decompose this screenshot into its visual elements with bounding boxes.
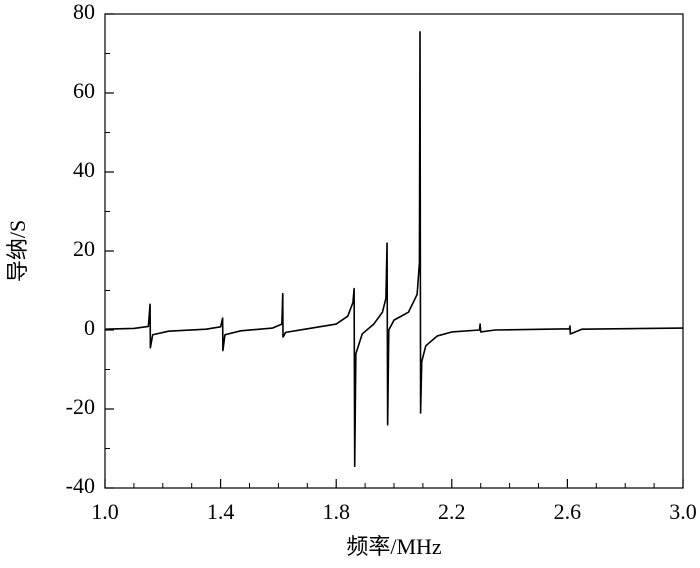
y-tick-label: 0: [84, 315, 95, 340]
x-tick-label: 2.6: [554, 499, 582, 524]
y-axis-title: 导纳/S: [5, 220, 30, 282]
y-tick-label: -40: [66, 473, 95, 498]
x-tick-label: 1.4: [207, 499, 235, 524]
data-line: [104, 30, 684, 468]
x-tick-label: 1.8: [322, 499, 350, 524]
x-axis-title: 频率/MHz: [346, 534, 442, 559]
x-tick-label: 2.2: [438, 499, 466, 524]
y-tick-label: 20: [73, 236, 95, 261]
y-tick-label: 80: [73, 0, 95, 24]
x-tick-label: 1.0: [91, 499, 119, 524]
y-tick-label: 40: [73, 157, 95, 182]
x-tick-label: 3.0: [669, 499, 697, 524]
y-tick-label: -20: [66, 394, 95, 419]
plot-frame: [104, 13, 684, 489]
y-tick-label: 60: [73, 78, 95, 103]
